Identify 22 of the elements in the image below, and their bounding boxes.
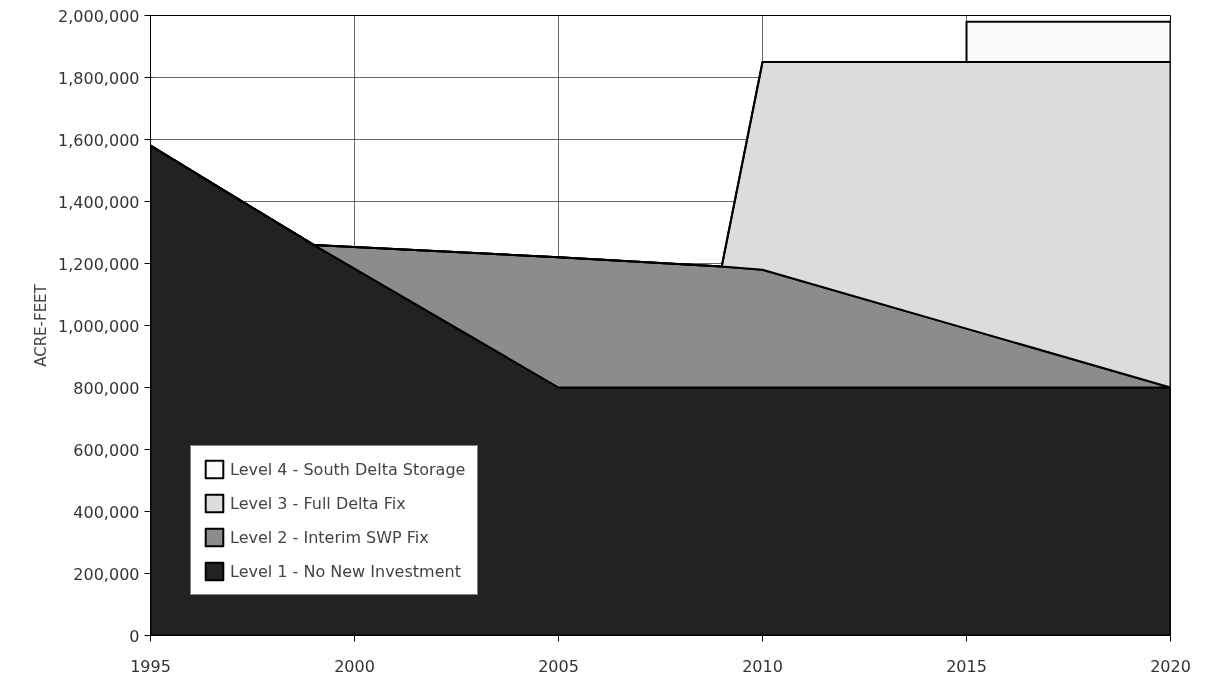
y-tick-label: 400,000 xyxy=(73,502,140,522)
y-axis-title: ACRE-FEET xyxy=(32,283,51,367)
y-tick-label: 1,200,000 xyxy=(58,254,140,274)
y-tick-label: 1,000,000 xyxy=(58,316,140,336)
y-tick-label: 0 xyxy=(129,626,140,646)
legend-label: Level 1 - No New Investment xyxy=(230,561,461,581)
y-tick-label: 1,400,000 xyxy=(58,192,140,212)
legend-label: Level 4 - South Delta Storage xyxy=(230,459,466,479)
x-tick-label: 2015 xyxy=(946,656,987,676)
x-tick-label: 2020 xyxy=(1150,656,1191,676)
y-tick-label: 1,600,000 xyxy=(58,130,140,150)
y-tick-label: 600,000 xyxy=(73,440,140,460)
legend-label: Level 3 - Full Delta Fix xyxy=(230,493,406,513)
y-tick-label: 200,000 xyxy=(73,564,140,584)
x-tick-label: 2005 xyxy=(538,656,579,676)
x-tick-label: 2000 xyxy=(334,656,375,676)
y-tick-label: 800,000 xyxy=(73,378,140,398)
y-tick-label: 1,800,000 xyxy=(58,68,140,88)
x-tick-label: 2010 xyxy=(742,656,783,676)
y-tick-label: 2,000,000 xyxy=(58,6,140,26)
x-tick-label: 1995 xyxy=(130,656,171,676)
legend-label: Level 2 - Interim SWP Fix xyxy=(230,527,429,547)
